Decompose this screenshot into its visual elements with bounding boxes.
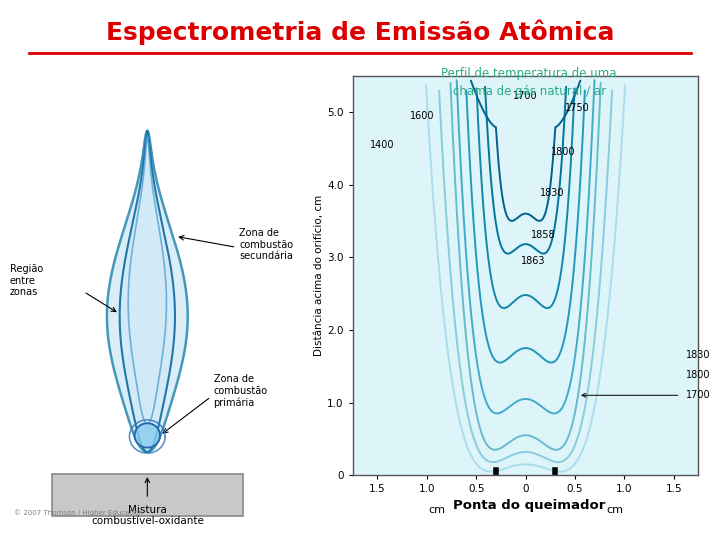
Text: 1858: 1858 bbox=[531, 231, 556, 240]
Polygon shape bbox=[135, 423, 160, 448]
Text: Mistura
combustível-oxidante: Mistura combustível-oxidante bbox=[91, 504, 204, 526]
Text: Zona de
combustão
secundária: Zona de combustão secundária bbox=[239, 228, 293, 261]
Text: 1830: 1830 bbox=[540, 188, 564, 198]
Text: Ponta do queimador: Ponta do queimador bbox=[453, 500, 606, 512]
Text: 1863: 1863 bbox=[521, 256, 546, 266]
Polygon shape bbox=[107, 131, 188, 452]
Text: cm: cm bbox=[428, 505, 445, 515]
Text: Perfil de temperatura de uma
chama de gás natural / ar: Perfil de temperatura de uma chama de gá… bbox=[441, 68, 617, 98]
Polygon shape bbox=[120, 131, 175, 452]
Y-axis label: Distância acima do orifício, cm: Distância acima do orifício, cm bbox=[315, 195, 325, 356]
Text: 1600: 1600 bbox=[410, 111, 434, 120]
Text: cm: cm bbox=[606, 505, 623, 515]
Text: 1700: 1700 bbox=[685, 390, 710, 400]
Text: 1830: 1830 bbox=[685, 350, 710, 360]
Text: 1800: 1800 bbox=[685, 370, 710, 380]
Text: 1400: 1400 bbox=[370, 140, 395, 150]
Text: 1800: 1800 bbox=[551, 147, 575, 157]
Text: 1750: 1750 bbox=[564, 103, 590, 113]
Text: Espectrometria de Emissão Atômica: Espectrometria de Emissão Atômica bbox=[106, 19, 614, 45]
Text: Zona de
combustão
primária: Zona de combustão primária bbox=[214, 374, 268, 408]
Text: © 2007 Thomson / Higher Education: © 2007 Thomson / Higher Education bbox=[14, 509, 143, 516]
FancyBboxPatch shape bbox=[52, 474, 243, 516]
Text: 1700: 1700 bbox=[513, 91, 538, 101]
Text: Região
entre
zonas: Região entre zonas bbox=[10, 264, 43, 297]
